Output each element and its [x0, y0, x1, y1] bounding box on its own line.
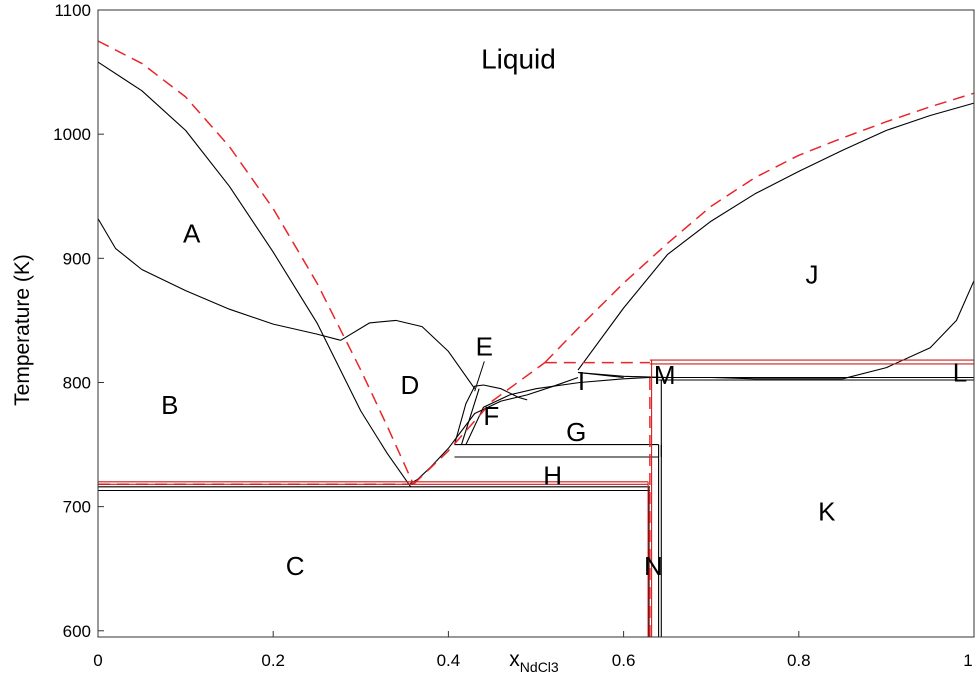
x-tick-label: 0.2	[261, 651, 285, 670]
boundary-line-22	[412, 361, 546, 485]
boundary-line-6	[453, 384, 528, 445]
boundary-line-2	[340, 319, 476, 390]
boundary-line-4	[577, 102, 975, 371]
x-tick-label: 0.6	[612, 651, 636, 670]
region-label-c: C	[286, 551, 305, 581]
boundary-line-5	[465, 376, 650, 445]
y-tick-label: 1100	[54, 1, 91, 20]
boundary-line-7	[460, 388, 480, 445]
y-tick-label: 800	[63, 373, 91, 392]
boundary-line-1	[97, 218, 341, 341]
phase-boundaries	[97, 40, 975, 637]
region-label-n: N	[644, 551, 663, 581]
x-tick-label: 0	[93, 651, 102, 670]
plot-frame	[97, 9, 975, 638]
region-label-b: B	[161, 390, 178, 420]
x-axis-label-sub: NdCl3	[520, 659, 559, 675]
x-axis-label-main: x	[509, 648, 520, 671]
boundary-line-0	[97, 61, 412, 488]
tick-labels: 0 0.2 0.4 0.6 0.8 1 600 700 800 900 1000 1100	[53, 1, 973, 670]
region-label-e: E	[476, 331, 493, 361]
y-tick-label: 600	[63, 622, 91, 641]
region-label-j: J	[805, 259, 818, 289]
region-label-k: K	[818, 497, 836, 527]
boundary-line-3	[408, 376, 579, 485]
region-label-g: G	[566, 417, 586, 447]
boundary-line-23	[544, 92, 975, 364]
region-label-f: F	[483, 401, 499, 431]
y-tick-label: 900	[63, 249, 91, 268]
x-tick-label: 0.8	[787, 651, 811, 670]
region-label-i: I	[578, 366, 585, 396]
leader-line-0	[474, 361, 485, 392]
liquid-region-label: Liquid	[481, 43, 556, 74]
boundary-line-9	[577, 371, 624, 379]
x-tick-label: 1	[963, 651, 972, 670]
region-labels: Liquid A B C D E F GH I J K L M N	[161, 43, 967, 581]
y-tick-label: 700	[63, 498, 91, 517]
region-label-m: M	[654, 360, 676, 390]
region-label-h: H	[543, 461, 562, 491]
label-leaders	[474, 361, 485, 392]
region-label-a: A	[183, 218, 201, 248]
boundary-line-10	[842, 280, 975, 380]
x-tick-label: 0.4	[437, 651, 461, 670]
axis-ticks	[97, 9, 975, 637]
y-axis-label: Temperature (K)	[11, 254, 34, 406]
y-tick-label: 1000	[53, 125, 91, 144]
region-label-d: D	[400, 370, 419, 400]
boundary-line-21	[97, 40, 415, 485]
region-label-l: L	[953, 358, 967, 388]
x-axis-label: xNdCl3	[509, 648, 559, 675]
